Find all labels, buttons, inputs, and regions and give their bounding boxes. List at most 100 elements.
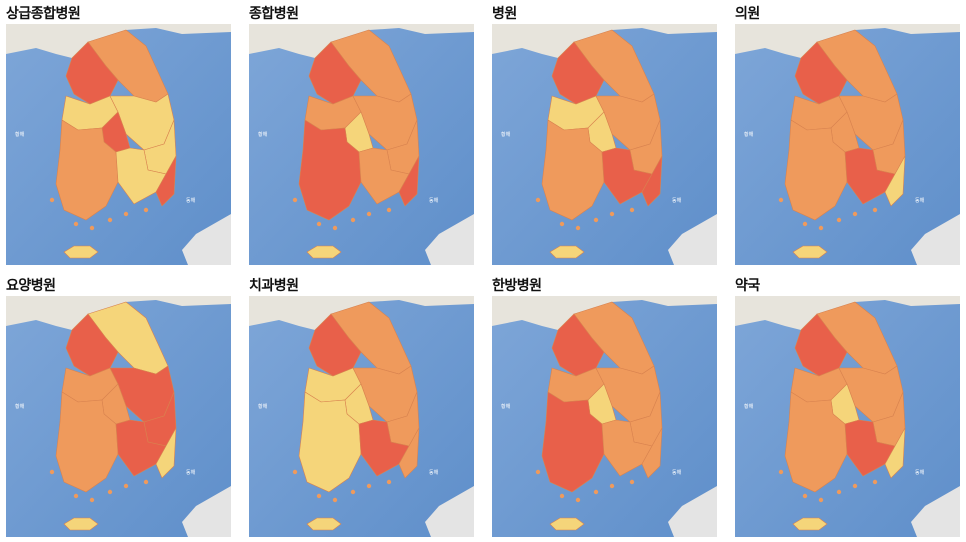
region-jeju bbox=[549, 517, 585, 531]
region-busan bbox=[641, 427, 663, 479]
japan-land-area bbox=[425, 486, 474, 537]
panel-title: 요양병원 bbox=[6, 278, 56, 294]
island bbox=[123, 211, 129, 217]
choropleth-map: 황해 동해 bbox=[735, 24, 960, 265]
north-land-area bbox=[492, 296, 717, 330]
island bbox=[49, 197, 55, 203]
sea-label: 동해 bbox=[915, 197, 925, 204]
island bbox=[609, 211, 615, 217]
island bbox=[836, 489, 842, 495]
sea-label: 황해 bbox=[501, 403, 511, 410]
north-land-area bbox=[249, 296, 474, 330]
map-panel: 상급종합병원 황해 동해 bbox=[6, 3, 231, 265]
region-honam bbox=[541, 391, 605, 493]
island bbox=[593, 489, 599, 495]
sea-label: 동해 bbox=[429, 197, 439, 204]
island bbox=[143, 479, 149, 485]
island bbox=[49, 469, 55, 475]
japan-land-area bbox=[668, 214, 717, 265]
sea-label: 황해 bbox=[501, 131, 511, 138]
region-busan bbox=[155, 155, 177, 207]
region-jeju bbox=[549, 245, 585, 259]
island bbox=[559, 221, 565, 227]
region-jeju bbox=[792, 245, 828, 259]
island bbox=[332, 225, 338, 231]
north-land-area bbox=[735, 24, 960, 58]
island bbox=[73, 493, 79, 499]
choropleth-map: 황해 동해 bbox=[492, 24, 717, 265]
panel-title: 병원 bbox=[492, 6, 517, 22]
sea-label: 동해 bbox=[186, 197, 196, 204]
island bbox=[366, 483, 372, 489]
region-jeju bbox=[306, 517, 342, 531]
japan-land-area bbox=[668, 486, 717, 537]
japan-land-area bbox=[182, 214, 231, 265]
japan-land-area bbox=[911, 214, 960, 265]
region-honam bbox=[784, 391, 848, 493]
choropleth-map: 황해 동해 bbox=[735, 296, 960, 537]
island bbox=[836, 217, 842, 223]
sea-label: 황해 bbox=[744, 403, 754, 410]
island bbox=[629, 479, 635, 485]
island bbox=[332, 497, 338, 503]
region-busan bbox=[155, 427, 177, 479]
sea-label: 동해 bbox=[186, 469, 196, 476]
sea-label: 황해 bbox=[258, 403, 268, 410]
island bbox=[107, 217, 113, 223]
north-land-area bbox=[492, 24, 717, 58]
japan-land-area bbox=[182, 486, 231, 537]
island bbox=[778, 469, 784, 475]
region-busan bbox=[884, 155, 906, 207]
island bbox=[778, 197, 784, 203]
island bbox=[802, 493, 808, 499]
island bbox=[575, 497, 581, 503]
sea-label: 동해 bbox=[672, 469, 682, 476]
island bbox=[575, 225, 581, 231]
region-busan bbox=[641, 155, 663, 207]
island bbox=[535, 469, 541, 475]
island bbox=[535, 197, 541, 203]
region-honam bbox=[298, 119, 362, 221]
north-land-area bbox=[735, 296, 960, 330]
island bbox=[593, 217, 599, 223]
panel-title: 약국 bbox=[735, 278, 760, 294]
choropleth-map: 황해 동해 bbox=[6, 296, 231, 537]
island bbox=[872, 207, 878, 213]
region-busan bbox=[884, 427, 906, 479]
island bbox=[609, 483, 615, 489]
island bbox=[559, 493, 565, 499]
choropleth-map: 황해 동해 bbox=[249, 24, 474, 265]
island bbox=[143, 207, 149, 213]
island bbox=[350, 489, 356, 495]
island bbox=[386, 479, 392, 485]
island bbox=[316, 221, 322, 227]
region-jeju bbox=[792, 517, 828, 531]
region-jeju bbox=[63, 517, 99, 531]
region-jeju bbox=[63, 245, 99, 259]
island bbox=[73, 221, 79, 227]
island bbox=[366, 211, 372, 217]
sea-label: 동해 bbox=[429, 469, 439, 476]
island bbox=[629, 207, 635, 213]
island bbox=[316, 493, 322, 499]
island bbox=[107, 489, 113, 495]
region-honam bbox=[784, 119, 848, 221]
map-panel: 의원 황해 동해 bbox=[735, 3, 960, 265]
panel-title: 종합병원 bbox=[249, 6, 299, 22]
panel-title: 치과병원 bbox=[249, 278, 299, 294]
region-honam bbox=[298, 391, 362, 493]
sea-label: 황해 bbox=[15, 131, 25, 138]
region-honam bbox=[55, 391, 119, 493]
panel-title: 한방병원 bbox=[492, 278, 542, 294]
